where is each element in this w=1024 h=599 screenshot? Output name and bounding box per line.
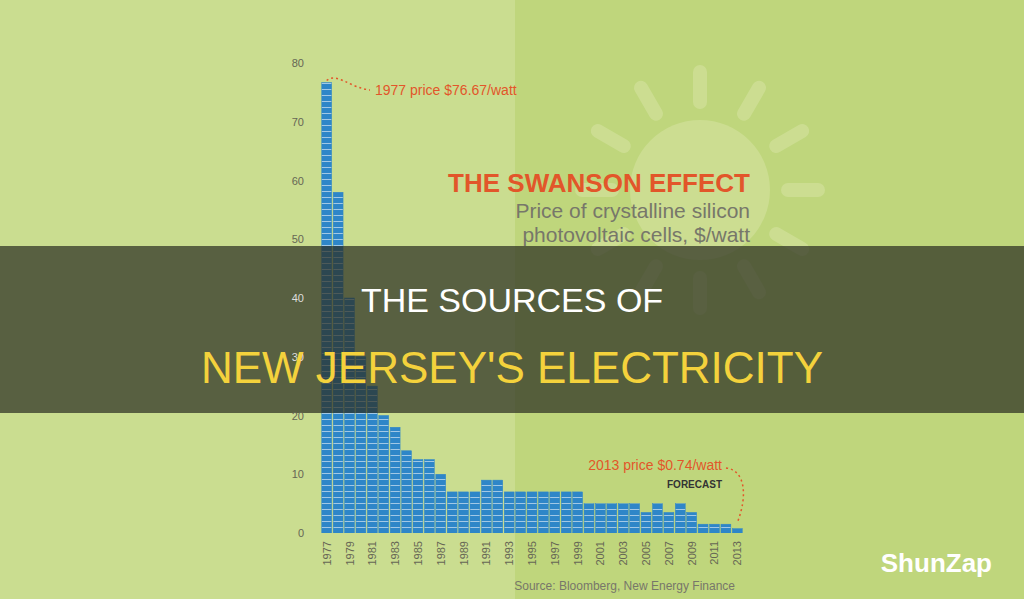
x-tick-label: 1977 (321, 541, 333, 565)
annotation: 1977 price $76.67/watt (375, 82, 517, 98)
sun-ray (693, 72, 707, 102)
bar (402, 451, 412, 533)
bar (721, 524, 731, 533)
bar (538, 492, 548, 533)
x-tick-label: 2001 (594, 541, 606, 565)
x-tick-label: 1997 (549, 541, 561, 565)
bar (481, 480, 491, 533)
x-tick-label: 1981 (366, 541, 378, 565)
bar (595, 504, 605, 533)
y-tick-label: 0 (298, 527, 304, 539)
bar (447, 492, 457, 533)
bar (390, 427, 400, 533)
bar (698, 524, 708, 533)
x-tick-label: 1991 (480, 541, 492, 565)
x-tick-label: 2007 (663, 541, 675, 565)
y-tick-label: 20 (292, 410, 304, 422)
bar (561, 492, 571, 533)
bar (516, 492, 526, 533)
bar (664, 512, 674, 533)
bar (436, 474, 446, 533)
bar (573, 492, 583, 533)
x-tick-label: 2005 (640, 541, 652, 565)
bar (550, 492, 560, 533)
annotation-leader (327, 78, 370, 90)
x-tick-label: 1987 (435, 541, 447, 565)
banner-line: NEW JERSEY'S ELECTRICITY (201, 343, 823, 392)
x-tick-label: 1985 (412, 541, 424, 565)
bar (470, 492, 480, 533)
background (0, 0, 1024, 599)
bar (424, 460, 434, 533)
x-tick-label: 1995 (526, 541, 538, 565)
annotation: 2013 price $0.74/watt (588, 457, 722, 473)
bar (732, 529, 742, 533)
sun-ray (641, 88, 656, 114)
bar (379, 416, 389, 534)
x-tick-label: 1979 (344, 541, 356, 565)
x-tick-label: 2009 (686, 541, 698, 565)
bar (504, 492, 514, 533)
bar (607, 504, 617, 533)
banner-line: THE SOURCES OF (361, 281, 663, 319)
sun-ray (744, 88, 759, 114)
chart-subtitle: Price of crystalline siliconphotovoltaic… (515, 199, 750, 246)
y-tick-label: 80 (292, 57, 304, 69)
x-tick-label: 1983 (389, 541, 401, 565)
x-tick-label: 2011 (708, 541, 720, 565)
x-tick-label: 2003 (617, 541, 629, 565)
bar (641, 512, 651, 533)
bar (653, 504, 663, 533)
chart-title: THE SWANSON EFFECT (448, 168, 750, 198)
bar (675, 504, 685, 533)
bar (413, 460, 423, 533)
bar (710, 524, 720, 533)
x-tick-label: 2013 (731, 541, 743, 565)
x-tick-label: 1993 (503, 541, 515, 565)
sun-ray (776, 131, 802, 146)
bar (618, 504, 628, 533)
bar (687, 512, 697, 533)
y-tick-label: 60 (292, 175, 304, 187)
bar (493, 480, 503, 533)
y-tick-label: 50 (292, 233, 304, 245)
x-tick-label: 1999 (572, 541, 584, 565)
x-tick-label: 1989 (458, 541, 470, 565)
watermark: ShunZap (881, 548, 992, 578)
bar (459, 492, 469, 533)
sun-ray (788, 183, 818, 197)
sun-ray (598, 131, 624, 146)
annotation-leader (726, 468, 743, 523)
y-tick-label: 10 (292, 468, 304, 480)
source-note: Source: Bloomberg, New Energy Finance (514, 579, 735, 593)
y-tick-label: 40 (292, 292, 304, 304)
y-tick-label: 70 (292, 116, 304, 128)
bar (527, 492, 537, 533)
chart-root: 1977 1979 1981 1983 1985 1987 1989 1991 1993 1995… (0, 0, 1024, 599)
banner-band (0, 246, 1024, 413)
annotation: FORECAST (667, 479, 722, 490)
bar (630, 504, 640, 533)
bar (584, 504, 594, 533)
